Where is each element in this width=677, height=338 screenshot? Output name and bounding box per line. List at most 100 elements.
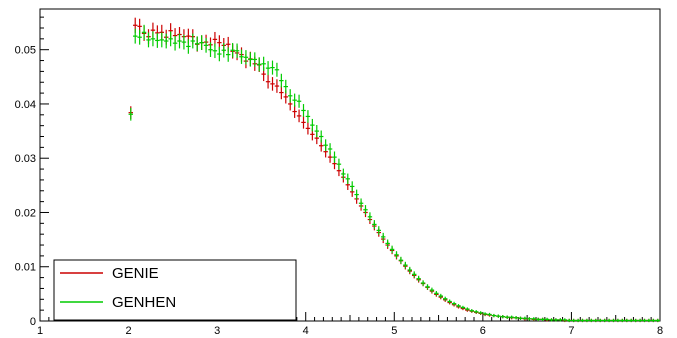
data-point (633, 318, 638, 323)
data-point (398, 256, 404, 264)
data-point (270, 77, 275, 91)
data-point (296, 109, 302, 123)
data-point (199, 35, 204, 51)
data-point (420, 280, 426, 286)
data-point (407, 266, 412, 274)
data-point (186, 39, 191, 54)
data-point (279, 85, 284, 100)
series-genhen (128, 24, 660, 323)
data-point (438, 293, 443, 299)
data-point (598, 318, 603, 323)
data-point (624, 318, 629, 323)
data-point (141, 24, 147, 40)
x-tick-label: 5 (391, 325, 397, 337)
data-point (376, 226, 381, 235)
y-tick-label: 0.04 (15, 99, 36, 111)
data-point (522, 316, 528, 320)
data-point (292, 105, 297, 118)
data-point (190, 33, 195, 49)
data-point (447, 299, 452, 304)
data-point (478, 311, 483, 315)
data-point (443, 296, 448, 301)
data-point (265, 74, 271, 89)
y-tick-label: 0 (30, 316, 36, 328)
x-tick-label: 8 (657, 325, 663, 337)
data-point (655, 318, 660, 323)
data-point (181, 34, 187, 50)
data-point (128, 107, 133, 121)
data-point (615, 318, 621, 323)
data-point (646, 318, 652, 323)
data-point (505, 315, 510, 319)
data-point (221, 42, 226, 58)
data-point (283, 79, 288, 94)
data-point (429, 287, 435, 293)
data-point (354, 189, 359, 200)
x-tick-label: 3 (214, 325, 220, 337)
data-point (239, 49, 244, 64)
data-point (292, 93, 297, 107)
data-point (425, 284, 430, 290)
data-point (589, 318, 594, 323)
data-point (208, 42, 213, 57)
x-tick-label: 7 (568, 325, 574, 337)
data-point (642, 318, 647, 323)
data-point (350, 181, 355, 192)
y-tick-label: 0.05 (15, 45, 36, 57)
legend-box (53, 259, 297, 321)
data-point (518, 316, 523, 320)
data-point (279, 73, 284, 88)
data-point (558, 318, 563, 322)
legend-label-genhen: GENHEN (112, 294, 176, 311)
x-tick-label: 1 (37, 325, 43, 337)
data-point (629, 318, 634, 323)
data-point (412, 271, 417, 278)
x-tick-label: 6 (480, 325, 486, 337)
data-point (482, 312, 488, 316)
data-point (336, 158, 342, 170)
data-point (345, 173, 350, 185)
data-point (168, 31, 173, 47)
data-point (358, 198, 364, 209)
data-point (341, 168, 346, 180)
data-point (403, 261, 408, 269)
data-point (203, 38, 209, 53)
data-point (553, 318, 559, 322)
data-point (288, 89, 293, 103)
data-point (212, 43, 218, 59)
data-point (416, 275, 421, 282)
data-point (367, 212, 373, 222)
x-tick-label: 2 (126, 325, 132, 337)
data-point (314, 124, 319, 138)
data-point (513, 316, 519, 320)
data-point (544, 317, 550, 321)
data-point (296, 94, 302, 108)
data-point (159, 32, 164, 48)
data-point (137, 29, 142, 45)
data-point (252, 52, 257, 67)
data-point (319, 130, 324, 143)
x-tick-label: 4 (303, 325, 309, 337)
data-point (651, 318, 656, 323)
data-point (133, 28, 138, 44)
data-point (274, 79, 280, 93)
data-point (234, 43, 240, 59)
data-point (389, 245, 395, 254)
data-point (363, 205, 368, 215)
data-point (323, 139, 328, 152)
data-point (620, 318, 625, 323)
data-point (527, 317, 532, 321)
data-point (434, 291, 439, 296)
data-point (230, 42, 235, 58)
data-point (562, 318, 567, 322)
data-point (172, 35, 178, 51)
data-point (602, 318, 607, 323)
data-point (385, 239, 390, 248)
data-point (571, 318, 576, 323)
data-point (487, 312, 492, 317)
data-point (310, 118, 315, 132)
y-tick-label: 0.01 (15, 262, 36, 274)
data-point (257, 57, 262, 72)
data-point (248, 52, 253, 67)
data-point (305, 122, 311, 135)
